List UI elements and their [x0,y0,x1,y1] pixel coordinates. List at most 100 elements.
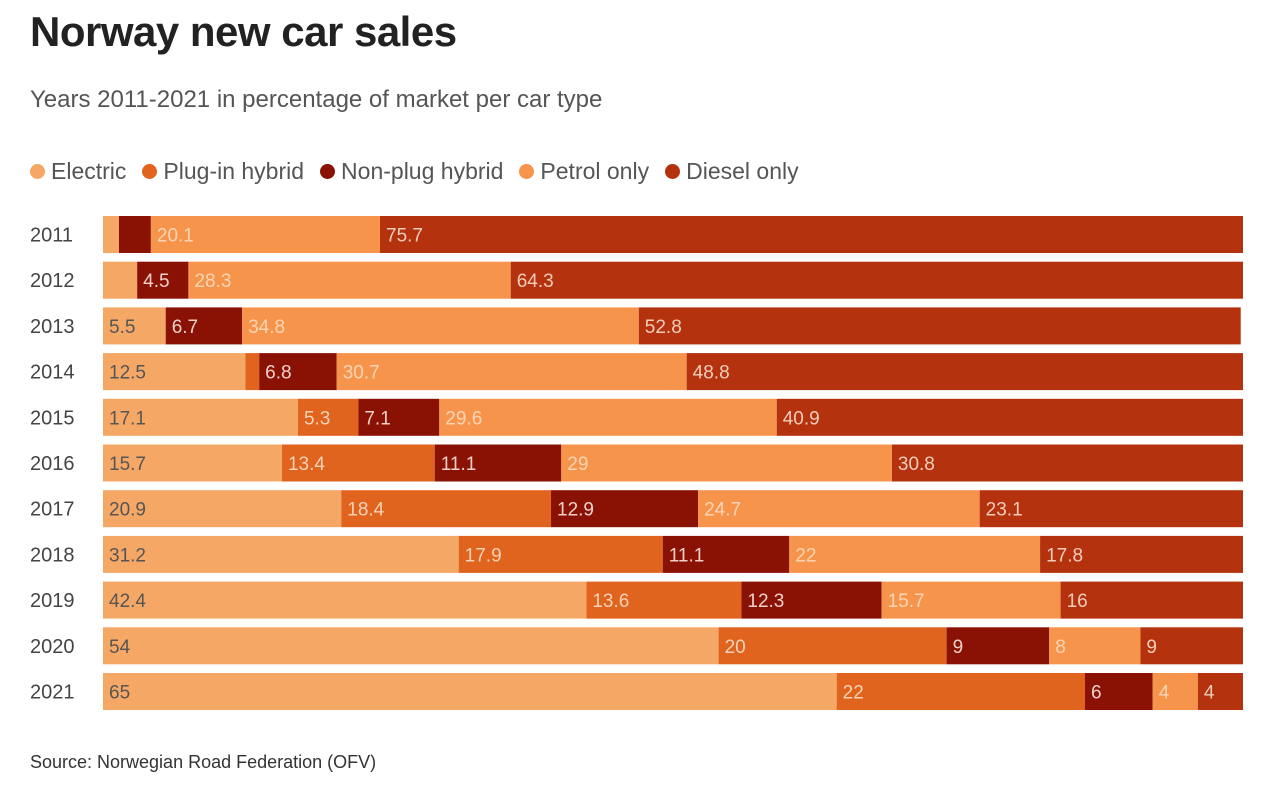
bar-2014-series-2 [259,353,337,391]
data-label-2015-series-2: 7.1 [364,408,390,429]
bar-2016-series-4 [891,444,1243,482]
bar-2019-series-2 [741,581,882,619]
data-label-2017-series-1: 18.4 [347,500,384,521]
data-label-2015-series-1: 5.3 [304,408,330,429]
bar-2017-series-0 [103,490,342,528]
data-label-2011-series-4: 75.7 [386,226,423,247]
legend-swatch [142,164,158,179]
data-label-2016-series-0: 15.7 [109,454,146,475]
chart-title: Norway new car sales [30,8,457,55]
bar-2013-series-4 [638,307,1241,345]
bar-2019-series-4 [1060,581,1243,619]
legend-label: Diesel only [686,158,799,184]
data-label-2018-series-1: 17.9 [465,545,502,566]
bar-2015-series-2 [358,398,440,436]
bar-2017-series-4 [979,490,1243,528]
bar-2020-series-2 [946,627,1050,665]
data-label-2013-series-2: 6.7 [172,317,198,338]
data-label-2021-series-0: 65 [109,683,130,704]
data-label-2020-series-1: 20 [725,637,746,658]
data-label-2021-series-2: 6 [1091,683,1102,704]
year-label-2019: 2019 [30,590,75,612]
bar-2016-series-1 [281,444,435,482]
bar-2015-series-4 [776,398,1243,436]
bar-2016-series-0 [103,444,282,482]
bar-2011-series-2 [118,216,151,253]
year-label-2020: 2020 [30,636,75,658]
bar-2013-series-2 [165,307,243,345]
bar-2015-series-3 [439,398,777,436]
data-label-2014-series-4: 48.8 [693,363,730,384]
data-label-2019-series-1: 13.6 [592,591,629,612]
data-label-2021-series-3: 4 [1159,683,1170,704]
bar-2012-series-0 [103,261,138,299]
bar-2017-series-1 [341,490,552,528]
data-label-2017-series-2: 12.9 [557,500,594,521]
year-label-2016: 2016 [30,453,75,475]
bar-2011-series-4 [380,216,1243,253]
data-label-2017-series-4: 23.1 [986,500,1023,521]
bar-2021-series-1 [836,673,1085,710]
year-label-2017: 2017 [30,499,75,521]
legend-label: Plug-in hybrid [163,158,305,184]
data-label-2018-series-2: 11.1 [669,545,705,566]
data-label-2017-series-0: 20.9 [109,500,146,521]
legend-item-0: Electric [30,158,126,185]
data-label-2020-series-2: 9 [953,637,964,658]
legend-swatch [519,164,535,179]
data-label-2012-series-3: 28.3 [194,271,231,292]
bar-2014-series-1 [245,353,260,391]
year-label-2013: 2013 [30,316,75,338]
bar-2021-series-2 [1084,673,1153,710]
source-note: Source: Norwegian Road Federation (OFV) [30,752,377,772]
bar-2018-series-0 [103,535,459,573]
year-label-2011: 2011 [30,225,73,247]
bar-2020-series-0 [103,627,719,665]
data-label-2016-series-2: 11.1 [441,454,477,475]
legend-label: Electric [51,158,127,184]
data-label-2019-series-0: 42.4 [109,591,146,612]
legend-item-1: Plug-in hybrid [142,158,304,185]
data-label-2011-series-3: 20.1 [157,226,194,247]
bar-2012-series-3 [188,261,511,299]
data-label-2019-series-3: 15.7 [888,591,925,612]
bar-2016-series-2 [434,444,562,482]
data-label-2015-series-4: 40.9 [783,408,820,429]
data-label-2016-series-3: 29 [567,454,588,475]
data-label-2020-series-3: 8 [1055,637,1066,658]
bar-2014-series-3 [336,353,687,391]
legend-swatch [320,164,336,179]
legend-label: Non-plug hybrid [341,158,504,184]
data-label-2016-series-1: 13.4 [288,454,325,475]
data-label-2017-series-3: 24.7 [704,500,741,521]
bar-2021-series-4 [1197,673,1243,710]
legend-item-3: Petrol only [519,158,649,185]
bar-2012-series-4 [510,261,1243,299]
data-label-2019-series-2: 12.3 [747,591,784,612]
chart-subtitle: Years 2011-2021 in percentage of market … [30,86,603,113]
data-label-2019-series-4: 16 [1067,591,1088,612]
legend-item-4: Diesel only [665,158,799,185]
data-label-2018-series-0: 31.2 [109,545,146,566]
bar-2013-series-3 [242,307,639,345]
year-label-2018: 2018 [30,544,75,566]
bar-2018-series-1 [458,535,663,573]
data-label-2012-series-4: 64.3 [517,271,554,292]
data-label-2018-series-3: 22 [795,545,816,566]
data-label-2021-series-1: 22 [843,683,864,704]
bar-2011-series-0 [103,216,119,253]
bar-2012-series-2 [137,261,189,299]
bar-2019-series-1 [586,581,742,619]
year-label-2012: 2012 [30,270,75,292]
data-label-2020-series-4: 9 [1146,637,1157,658]
data-label-2021-series-4: 4 [1204,683,1215,704]
data-label-2014-series-0: 12.5 [109,363,146,384]
bar-2017-series-3 [698,490,980,528]
year-label-2014: 2014 [30,362,75,384]
bar-2013-series-0 [103,307,166,345]
data-label-2018-series-4: 17.8 [1046,545,1083,566]
bar-2015-series-1 [297,398,359,436]
bar-2014-series-0 [103,353,246,391]
data-label-2015-series-0: 17.1 [109,408,146,429]
